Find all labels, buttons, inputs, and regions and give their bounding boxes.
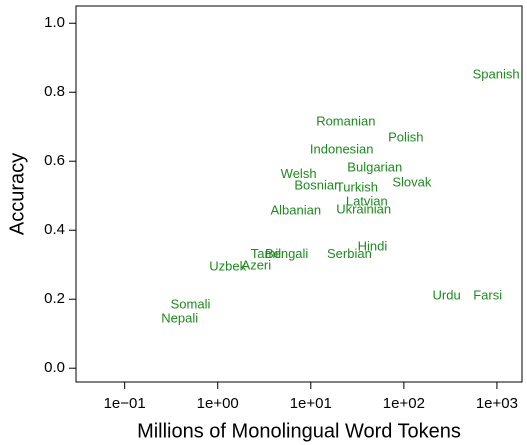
point-label: Nepali bbox=[161, 311, 198, 326]
point-label: Azeri bbox=[242, 258, 272, 273]
point-label: Bengali bbox=[265, 246, 308, 261]
point-label: Indonesian bbox=[310, 142, 374, 157]
point-label: Albanian bbox=[270, 203, 321, 218]
point-label: Uzbek bbox=[209, 259, 246, 274]
point-label: Urdu bbox=[433, 288, 461, 303]
point-label: Spanish bbox=[473, 66, 520, 81]
point-label: Turkish bbox=[336, 180, 378, 195]
x-axis-title: Millions of Monolingual Word Tokens bbox=[137, 420, 461, 442]
y-tick-label: 0.2 bbox=[44, 290, 65, 307]
point-label: Farsi bbox=[473, 288, 502, 303]
point-label: Slovak bbox=[392, 175, 432, 190]
point-label: Bulgarian bbox=[347, 160, 402, 175]
point-label: Welsh bbox=[281, 166, 317, 181]
point-label: Hindi bbox=[358, 239, 388, 254]
x-tick-label: 1e+03 bbox=[476, 395, 518, 412]
x-tick-label: 1e−01 bbox=[104, 395, 146, 412]
y-tick-label: 0.8 bbox=[44, 83, 65, 100]
point-label: Tamil bbox=[251, 246, 281, 261]
y-tick-label: 0.6 bbox=[44, 152, 65, 169]
x-tick-label: 1e+02 bbox=[383, 395, 425, 412]
point-label: Romanian bbox=[316, 114, 375, 129]
y-tick-label: 0.0 bbox=[44, 359, 65, 376]
point-label: Bosnian bbox=[294, 178, 341, 193]
x-tick-label: 1e+00 bbox=[197, 395, 239, 412]
y-axis-title: Accuracy bbox=[6, 153, 28, 235]
x-tick-label: 1e+01 bbox=[290, 395, 332, 412]
point-label: Serbian bbox=[327, 246, 372, 261]
point-label: Ukrainian bbox=[336, 202, 391, 217]
plot-frame bbox=[75, 5, 523, 383]
y-tick-label: 0.4 bbox=[44, 221, 65, 238]
y-tick-label: 1.0 bbox=[44, 14, 65, 31]
point-label: Polish bbox=[388, 130, 423, 145]
point-label: Somali bbox=[171, 297, 211, 312]
point-label: Latvian bbox=[346, 194, 388, 209]
